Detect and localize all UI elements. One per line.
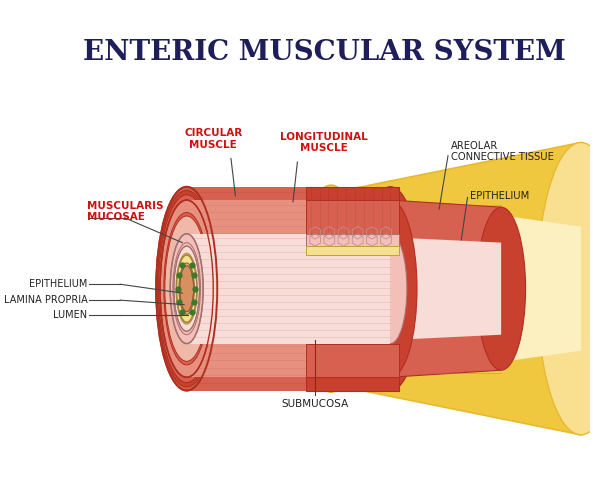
Polygon shape [306, 343, 399, 377]
Text: MUSCULARIS
MUCOSAE: MUSCULARIS MUCOSAE [88, 201, 164, 222]
Ellipse shape [174, 246, 199, 331]
Polygon shape [306, 246, 399, 255]
Text: EPITHELIUM: EPITHELIUM [29, 279, 88, 289]
Ellipse shape [158, 195, 215, 383]
Ellipse shape [302, 193, 360, 384]
Polygon shape [335, 194, 577, 384]
Text: SUBMUCOSA: SUBMUCOSA [281, 399, 349, 410]
Ellipse shape [179, 263, 194, 314]
Ellipse shape [164, 213, 209, 365]
Ellipse shape [176, 255, 197, 322]
Ellipse shape [360, 187, 421, 390]
Polygon shape [306, 377, 399, 390]
Polygon shape [187, 187, 391, 390]
Ellipse shape [364, 200, 417, 377]
Text: EPITHELIUM: EPITHELIUM [470, 191, 529, 201]
Polygon shape [306, 187, 399, 200]
Ellipse shape [160, 200, 213, 377]
Text: ENTERIC MUSCULAR SYSTEM: ENTERIC MUSCULAR SYSTEM [83, 39, 565, 66]
Ellipse shape [157, 190, 216, 387]
Polygon shape [331, 142, 581, 435]
Polygon shape [391, 237, 501, 340]
Text: LAMINA PROPRIA: LAMINA PROPRIA [4, 295, 88, 305]
Polygon shape [187, 200, 391, 377]
Ellipse shape [165, 216, 208, 361]
Ellipse shape [176, 253, 197, 324]
Text: AREOLAR
CONNECTIVE TISSUE: AREOLAR CONNECTIVE TISSUE [451, 140, 554, 162]
Ellipse shape [477, 207, 526, 370]
Ellipse shape [374, 234, 407, 343]
Polygon shape [306, 234, 399, 246]
Ellipse shape [173, 242, 200, 335]
Ellipse shape [160, 200, 213, 377]
Text: LONGITUDINAL
MUSCLE: LONGITUDINAL MUSCLE [280, 132, 368, 153]
Text: CIRCULAR
MUSCLE: CIRCULAR MUSCLE [184, 128, 242, 149]
Polygon shape [391, 200, 501, 377]
Ellipse shape [537, 142, 600, 435]
Polygon shape [331, 191, 581, 386]
Ellipse shape [299, 185, 364, 392]
Polygon shape [187, 234, 391, 343]
Ellipse shape [180, 266, 194, 312]
Text: LUMEN: LUMEN [53, 310, 88, 320]
Ellipse shape [156, 187, 217, 390]
Ellipse shape [170, 234, 203, 343]
Polygon shape [306, 200, 399, 234]
